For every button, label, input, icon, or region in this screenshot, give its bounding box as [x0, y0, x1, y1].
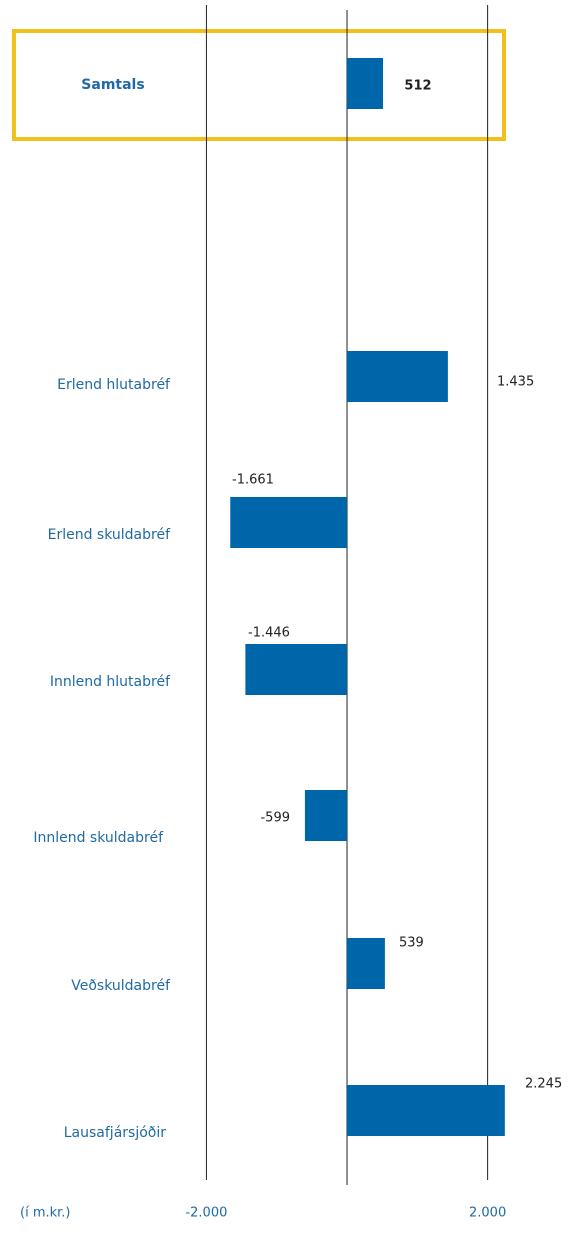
axis-unit: (í m.kr.): [20, 1206, 71, 1221]
value-label: 539: [399, 936, 424, 951]
category-label: Samtals: [81, 77, 144, 93]
category-label: Erlend hlutabréf: [57, 377, 171, 393]
value-label: -599: [260, 811, 290, 826]
bar: [347, 1085, 505, 1136]
value-label: 1.435: [497, 375, 534, 390]
category-label: Veðskuldabréf: [71, 978, 171, 994]
bar: [230, 497, 348, 548]
x-tick-label: 2.000: [469, 1206, 506, 1221]
category-label: Erlend skuldabréf: [48, 527, 171, 543]
value-label: -1.446: [248, 626, 290, 641]
bar: [347, 938, 385, 989]
category-label: Innlend skuldabréf: [33, 830, 164, 846]
bar: [347, 351, 448, 402]
category-label: Innlend hlutabréf: [50, 674, 171, 690]
bar: [245, 644, 348, 695]
x-tick-label: -2.000: [185, 1206, 227, 1221]
bar: [304, 790, 348, 841]
bar: [347, 58, 384, 109]
value-label: 512: [404, 79, 431, 94]
value-label: -1.661: [232, 473, 274, 488]
category-label: Lausafjársjóðir: [64, 1125, 166, 1141]
value-label: 2.245: [525, 1077, 562, 1092]
highlight-box: [12, 29, 506, 141]
